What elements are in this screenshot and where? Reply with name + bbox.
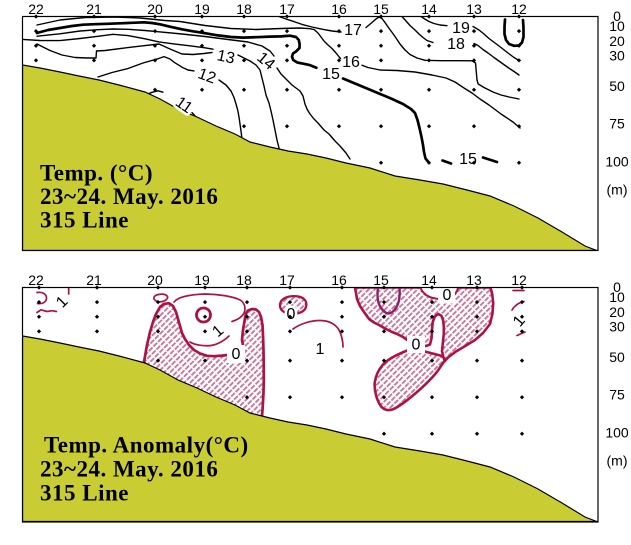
svg-text:100: 100 bbox=[605, 154, 629, 170]
svg-text:16: 16 bbox=[331, 1, 347, 17]
svg-text:19: 19 bbox=[194, 1, 210, 17]
svg-text:75: 75 bbox=[609, 116, 625, 132]
svg-text:18: 18 bbox=[236, 272, 252, 288]
svg-text:15: 15 bbox=[322, 66, 340, 83]
svg-text:18: 18 bbox=[447, 36, 465, 53]
svg-text:15: 15 bbox=[373, 1, 389, 17]
svg-text:0: 0 bbox=[287, 306, 296, 323]
svg-text:Temp. Anomaly(°C): Temp. Anomaly(°C) bbox=[44, 433, 249, 458]
svg-text:0: 0 bbox=[232, 346, 241, 363]
svg-text:13: 13 bbox=[466, 272, 482, 288]
svg-text:23~24. May. 2016: 23~24. May. 2016 bbox=[40, 184, 218, 209]
svg-text:10: 10 bbox=[609, 289, 625, 305]
svg-text:17: 17 bbox=[279, 272, 295, 288]
svg-text:315 Line: 315 Line bbox=[40, 208, 129, 233]
svg-text:30: 30 bbox=[609, 319, 625, 335]
svg-text:13: 13 bbox=[215, 47, 236, 67]
svg-text:21: 21 bbox=[86, 1, 102, 17]
svg-text:1: 1 bbox=[316, 341, 325, 358]
svg-text:20: 20 bbox=[609, 304, 625, 320]
svg-text:(m): (m) bbox=[607, 182, 628, 198]
svg-text:75: 75 bbox=[609, 387, 625, 403]
svg-text:14: 14 bbox=[421, 1, 437, 17]
svg-text:23~24. May. 2016: 23~24. May. 2016 bbox=[40, 457, 218, 482]
svg-text:10: 10 bbox=[609, 18, 625, 34]
svg-text:Temp. (°C): Temp. (°C) bbox=[40, 161, 153, 186]
svg-text:18: 18 bbox=[236, 1, 252, 17]
svg-text:0: 0 bbox=[613, 8, 621, 24]
svg-text:12: 12 bbox=[511, 272, 527, 288]
svg-text:14: 14 bbox=[421, 272, 437, 288]
svg-text:315 Line: 315 Line bbox=[40, 481, 129, 506]
svg-text:20: 20 bbox=[147, 272, 163, 288]
svg-text:17: 17 bbox=[344, 22, 362, 39]
svg-text:19: 19 bbox=[452, 20, 470, 37]
svg-text:20: 20 bbox=[609, 33, 625, 49]
svg-text:21: 21 bbox=[86, 272, 102, 288]
svg-text:16: 16 bbox=[342, 54, 360, 71]
svg-text:0: 0 bbox=[443, 287, 452, 304]
svg-text:0: 0 bbox=[613, 279, 621, 295]
svg-text:50: 50 bbox=[609, 349, 625, 365]
svg-text:15: 15 bbox=[459, 151, 477, 168]
svg-text:20: 20 bbox=[147, 1, 163, 17]
svg-text:16: 16 bbox=[331, 272, 347, 288]
svg-text:50: 50 bbox=[609, 78, 625, 94]
svg-text:17: 17 bbox=[279, 1, 295, 17]
svg-text:(m): (m) bbox=[607, 453, 628, 469]
svg-text:12: 12 bbox=[511, 1, 527, 17]
svg-text:22: 22 bbox=[28, 1, 44, 17]
svg-text:30: 30 bbox=[609, 48, 625, 64]
svg-text:100: 100 bbox=[605, 425, 629, 441]
svg-text:13: 13 bbox=[466, 1, 482, 17]
svg-text:0: 0 bbox=[412, 337, 421, 354]
svg-text:15: 15 bbox=[373, 272, 389, 288]
svg-text:19: 19 bbox=[194, 272, 210, 288]
svg-text:22: 22 bbox=[28, 272, 44, 288]
